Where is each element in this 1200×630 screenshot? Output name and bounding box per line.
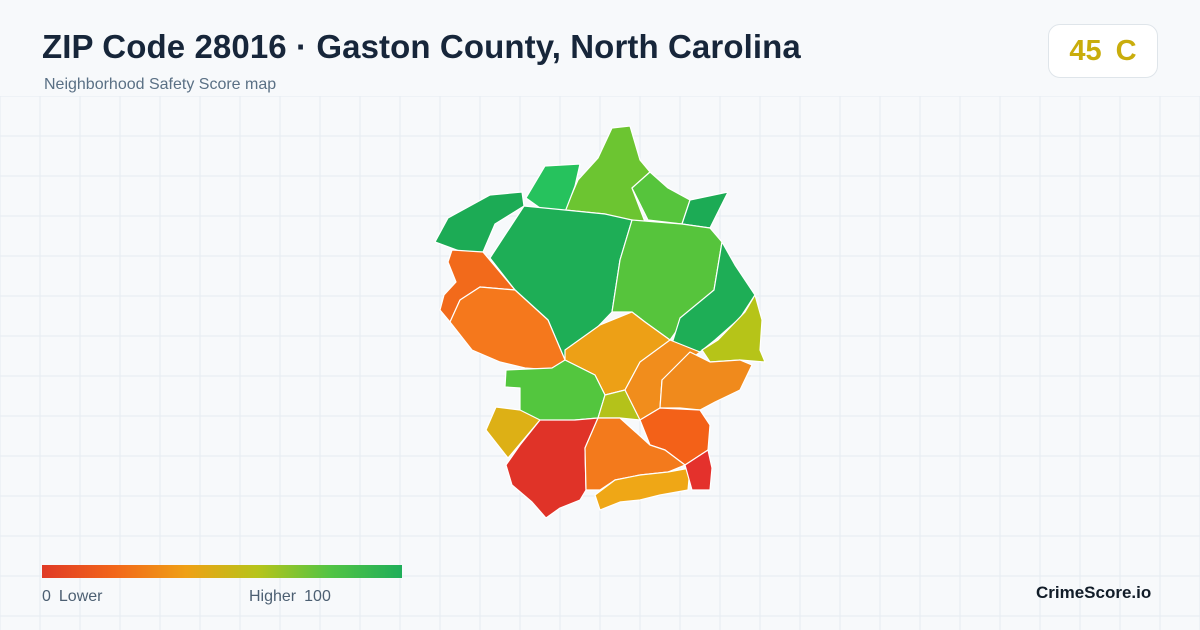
legend-high-text: Higher (249, 588, 297, 605)
legend-high-label: Higher 100 (249, 588, 331, 606)
page-subtitle: Neighborhood Safety Score map (44, 76, 277, 93)
legend-low-label: 0 Lower (42, 588, 102, 606)
legend-color-scale (42, 565, 402, 578)
map-region-north-east-tip[interactable] (681, 191, 729, 229)
legend-low-value: 0 (42, 588, 51, 605)
map-region-east-amber-2[interactable] (659, 351, 753, 411)
safety-score-badge: 45 C (1048, 24, 1158, 78)
legend-low-text: Lower (58, 588, 103, 605)
map-region-southwest-yellow[interactable] (485, 406, 541, 459)
map-region-southeast-red[interactable] (684, 449, 713, 491)
map-region-small-yellow-green[interactable] (597, 389, 641, 421)
safety-score-grade: C (1115, 34, 1137, 67)
page-title: ZIP Code 28016 · Gaston County, North Ca… (42, 28, 801, 65)
brand-logo-text[interactable]: CrimeScore.io (1036, 583, 1152, 602)
map-region-south-amber[interactable] (594, 467, 691, 511)
legend-high-value: 100 (304, 588, 331, 605)
safety-score-value: 45 (1069, 34, 1102, 67)
